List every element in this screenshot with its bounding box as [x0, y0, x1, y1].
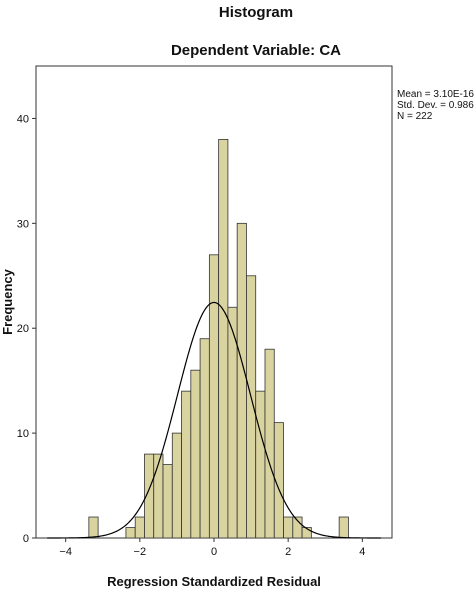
histogram-bar-21: [338, 516, 349, 539]
plot-area: 0 10 20 30 40 −4 −2 0 2 4: [17, 65, 393, 558]
normal-curve: [47, 301, 381, 539]
y-tick-label-10: 10: [17, 428, 29, 440]
histogram-bar-17: [273, 422, 284, 539]
stats-line-1: Std. Dev. = 0.986: [397, 100, 474, 111]
x-tick-label-4: 4: [359, 546, 365, 558]
histogram-bar-13: [236, 222, 247, 539]
histogram-bar-4: [153, 453, 164, 539]
stats-line-2: N = 222: [397, 111, 433, 122]
histogram-bar-15: [255, 390, 266, 539]
x-axis-label: Regression Standardized Residual: [107, 574, 321, 589]
y-tick-label-30: 30: [17, 218, 29, 230]
histogram-bar-2: [134, 516, 145, 539]
histogram-bar-0: [88, 516, 99, 539]
y-tick-label-40: 40: [17, 113, 29, 125]
x-tick-label-0: 0: [211, 546, 217, 558]
histogram-bar-16: [264, 348, 275, 539]
histogram-bar-20: [301, 527, 312, 539]
histogram-bar-7: [181, 390, 192, 539]
x-tick-label--4: −4: [59, 546, 72, 558]
histogram-bar-9: [199, 338, 210, 539]
histogram-bar-8: [190, 369, 201, 539]
histogram-bar-1: [125, 527, 136, 539]
histogram-bar-6: [171, 432, 182, 539]
x-tick-label--2: −2: [134, 546, 147, 558]
y-tick-label-20: 20: [17, 323, 29, 335]
y-axis-label: Frequency: [0, 268, 15, 335]
y-tick-label-0: 0: [23, 533, 29, 545]
histogram-bar-18: [283, 516, 294, 539]
histogram-bar-11: [218, 139, 229, 539]
histogram-bar-5: [162, 464, 173, 539]
histogram-bar-10: [208, 254, 220, 539]
chart-title: Histogram: [219, 4, 293, 21]
x-tick-label-2: 2: [285, 546, 291, 558]
stats-line-0: Mean = 3.10E-16: [397, 89, 474, 100]
chart-subtitle: Dependent Variable: CA: [171, 42, 341, 59]
histogram-bar-14: [246, 275, 257, 539]
